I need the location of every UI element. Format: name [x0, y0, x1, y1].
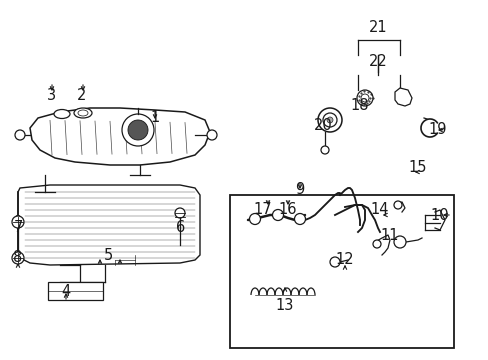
- Bar: [48, 282, 103, 300]
- Circle shape: [15, 130, 25, 140]
- Polygon shape: [30, 108, 209, 165]
- Text: 22: 22: [368, 54, 386, 69]
- Circle shape: [326, 117, 332, 123]
- Circle shape: [294, 213, 305, 225]
- Text: 21: 21: [368, 21, 386, 36]
- Circle shape: [122, 114, 154, 146]
- Text: 18: 18: [350, 98, 368, 112]
- Circle shape: [393, 236, 405, 248]
- Text: 2: 2: [77, 87, 86, 103]
- Ellipse shape: [54, 109, 70, 118]
- Ellipse shape: [74, 108, 92, 118]
- Circle shape: [272, 210, 283, 220]
- Circle shape: [206, 130, 217, 140]
- Circle shape: [128, 120, 148, 140]
- Text: 15: 15: [408, 161, 427, 175]
- Circle shape: [12, 216, 24, 228]
- Circle shape: [323, 113, 336, 127]
- Text: 8: 8: [13, 251, 22, 266]
- Circle shape: [360, 94, 368, 102]
- Circle shape: [249, 213, 260, 225]
- Bar: [229, 195, 453, 348]
- Circle shape: [175, 208, 184, 218]
- Text: 12: 12: [335, 252, 354, 267]
- Text: 9: 9: [295, 183, 304, 198]
- Circle shape: [12, 252, 24, 264]
- Text: 20: 20: [313, 117, 332, 132]
- Circle shape: [356, 90, 372, 106]
- Text: 1: 1: [150, 111, 159, 126]
- Text: 4: 4: [61, 284, 70, 300]
- Ellipse shape: [78, 110, 88, 116]
- Text: 16: 16: [278, 202, 297, 217]
- Circle shape: [317, 108, 341, 132]
- Circle shape: [372, 240, 380, 248]
- Text: 10: 10: [430, 207, 448, 222]
- Text: 19: 19: [428, 122, 447, 138]
- Text: 3: 3: [47, 87, 57, 103]
- Text: 7: 7: [13, 220, 22, 235]
- Text: 6: 6: [176, 220, 185, 235]
- Text: 5: 5: [103, 248, 112, 262]
- Text: 14: 14: [370, 202, 388, 217]
- Polygon shape: [394, 88, 411, 106]
- Text: 11: 11: [380, 228, 398, 243]
- Circle shape: [320, 146, 328, 154]
- Text: 17: 17: [253, 202, 272, 217]
- Circle shape: [393, 201, 401, 209]
- Circle shape: [329, 257, 339, 267]
- Text: 13: 13: [275, 297, 294, 312]
- Polygon shape: [18, 185, 200, 265]
